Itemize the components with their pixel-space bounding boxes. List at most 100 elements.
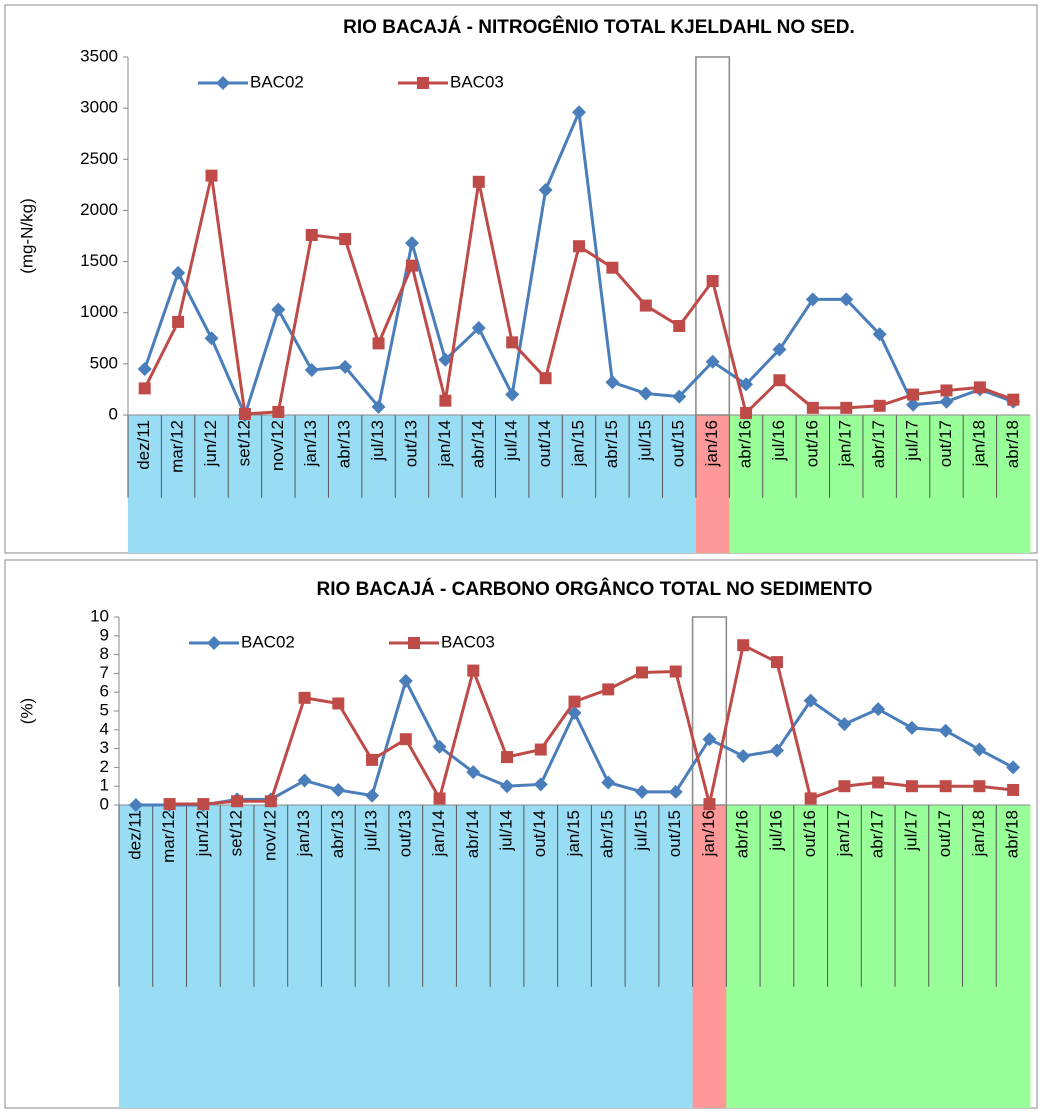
marker bbox=[873, 399, 886, 412]
category-band bbox=[996, 415, 1031, 553]
category-band bbox=[962, 805, 997, 1108]
marker bbox=[703, 798, 716, 811]
category-band bbox=[128, 415, 162, 553]
marker bbox=[538, 182, 553, 197]
marker bbox=[673, 320, 686, 333]
marker bbox=[634, 784, 649, 799]
marker bbox=[838, 780, 851, 793]
category-band bbox=[152, 805, 187, 1108]
marker bbox=[405, 259, 418, 272]
x-tick-label: out/16 bbox=[800, 810, 819, 857]
category-band bbox=[793, 805, 829, 1108]
y-tick-label: 8 bbox=[100, 644, 109, 663]
x-tick-label: jan/15 bbox=[564, 810, 583, 857]
marker bbox=[904, 720, 919, 735]
marker bbox=[940, 384, 953, 397]
marker bbox=[137, 361, 152, 376]
marker bbox=[907, 388, 920, 401]
x-tick-label: out/13 bbox=[401, 420, 420, 467]
marker bbox=[271, 302, 286, 317]
marker bbox=[272, 405, 285, 418]
marker bbox=[606, 261, 619, 274]
x-tick-label: out/15 bbox=[669, 420, 688, 467]
marker bbox=[804, 792, 817, 805]
marker bbox=[939, 394, 954, 409]
marker bbox=[163, 798, 176, 811]
category-band bbox=[253, 805, 289, 1108]
x-tick-label: jan/16 bbox=[699, 810, 718, 857]
marker bbox=[204, 331, 219, 346]
marker bbox=[803, 693, 818, 708]
x-tick-label: jan/16 bbox=[702, 420, 721, 467]
y-tick-label: 500 bbox=[90, 353, 118, 372]
marker bbox=[772, 342, 787, 357]
category-band bbox=[355, 805, 390, 1108]
category-band bbox=[456, 805, 491, 1108]
marker bbox=[973, 780, 986, 793]
x-tick-label: set/12 bbox=[227, 810, 246, 856]
y-axis-label: (%) bbox=[17, 698, 36, 724]
y-tick-label: 1 bbox=[100, 776, 109, 795]
category-band bbox=[692, 805, 727, 1108]
x-tick-label: abr/14 bbox=[468, 420, 487, 468]
marker bbox=[417, 77, 429, 89]
x-tick-label: mar/12 bbox=[168, 420, 187, 473]
category-band bbox=[361, 415, 396, 553]
x-tick-label: jan/18 bbox=[969, 420, 988, 467]
marker bbox=[1007, 393, 1020, 406]
category-band bbox=[523, 805, 559, 1108]
marker bbox=[739, 377, 754, 392]
marker bbox=[466, 765, 481, 780]
x-tick-label: jul/16 bbox=[769, 420, 788, 462]
series-line bbox=[169, 642, 1014, 806]
marker bbox=[128, 798, 143, 812]
marker bbox=[939, 780, 952, 793]
chart-title: RIO BACAJÁ - NITROGÊNIO TOTAL KJELDAHL N… bbox=[343, 16, 855, 38]
marker bbox=[404, 236, 419, 251]
marker bbox=[534, 743, 547, 756]
category-band bbox=[726, 805, 761, 1108]
category-band bbox=[625, 805, 660, 1108]
marker bbox=[171, 265, 186, 280]
marker bbox=[505, 387, 520, 402]
marker bbox=[138, 382, 151, 395]
marker bbox=[500, 779, 515, 794]
marker bbox=[533, 777, 548, 792]
x-tick-label: jan/13 bbox=[301, 420, 320, 467]
marker bbox=[905, 780, 918, 793]
marker bbox=[264, 795, 277, 808]
marker bbox=[467, 664, 480, 677]
category-band bbox=[862, 415, 897, 553]
x-tick-label: mar/12 bbox=[159, 810, 178, 863]
x-tick-label: out/14 bbox=[535, 420, 554, 467]
category-band bbox=[591, 805, 626, 1108]
y-tick-label: 1500 bbox=[80, 251, 118, 270]
category-band bbox=[827, 805, 862, 1108]
category-band bbox=[996, 805, 1031, 1108]
marker bbox=[906, 397, 921, 412]
x-tick-label: nov/12 bbox=[268, 420, 287, 471]
y-tick-label: 9 bbox=[100, 625, 109, 644]
category-band bbox=[557, 805, 592, 1108]
x-tick-label: dez/11 bbox=[134, 420, 153, 470]
series-line bbox=[143, 175, 1014, 416]
marker bbox=[433, 792, 446, 805]
x-tick-label: abr/15 bbox=[598, 810, 617, 858]
marker bbox=[639, 299, 652, 312]
x-tick-label: out/16 bbox=[802, 420, 821, 467]
legend-label: BAC03 bbox=[450, 72, 504, 91]
y-tick-label: 4 bbox=[100, 719, 109, 738]
y-axis-label: (mg-N/kg) bbox=[17, 198, 36, 274]
category-band bbox=[220, 805, 255, 1108]
category-band bbox=[562, 415, 597, 553]
marker bbox=[205, 169, 218, 182]
x-tick-label: abr/17 bbox=[869, 420, 888, 468]
marker bbox=[769, 743, 784, 758]
marker bbox=[472, 175, 485, 188]
category-band bbox=[658, 805, 694, 1108]
marker bbox=[338, 359, 353, 374]
marker bbox=[871, 702, 886, 717]
legend-label: BAC02 bbox=[241, 632, 295, 651]
x-tick-label: jul/17 bbox=[903, 420, 922, 462]
